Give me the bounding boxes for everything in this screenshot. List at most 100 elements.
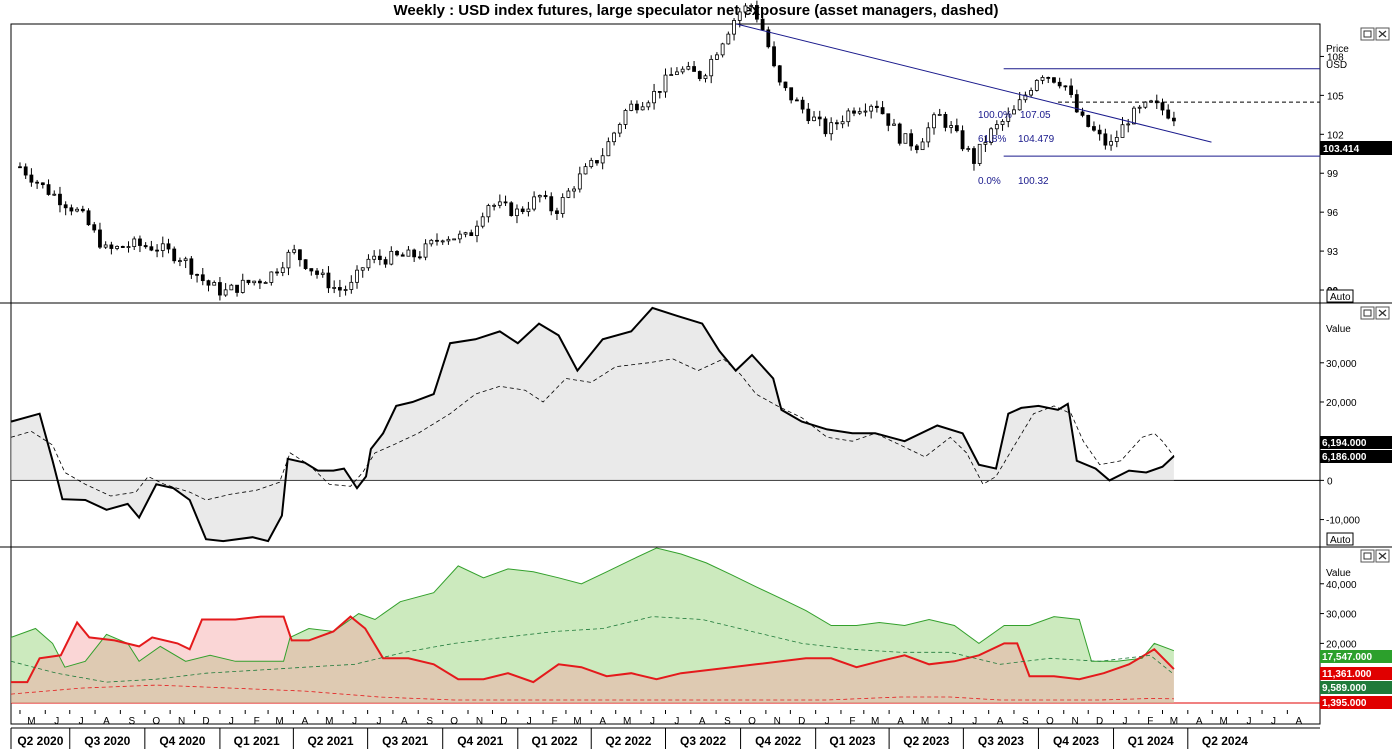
restore-icon[interactable] <box>1360 549 1375 563</box>
close-icon[interactable] <box>1375 27 1390 41</box>
candle-body <box>1006 113 1011 122</box>
fib-0-value: 100.32 <box>1018 176 1049 187</box>
month-tick-label: A <box>897 716 904 727</box>
candle-body <box>960 130 965 150</box>
candle-body <box>686 66 691 70</box>
candle-body <box>160 243 165 251</box>
quarter-label: Q2 2020 <box>17 734 63 748</box>
candle-body <box>417 256 422 259</box>
candle-body <box>469 232 474 237</box>
short-badge-text: 11,361.000 <box>1322 669 1372 680</box>
candle-body <box>103 244 108 248</box>
candle-body <box>972 148 976 164</box>
candle-body <box>909 133 914 147</box>
restore-icon[interactable] <box>1360 306 1375 320</box>
month-tick-label: F <box>1147 716 1153 727</box>
month-tick-label: A <box>1295 716 1302 727</box>
month-tick-label: J <box>948 716 953 727</box>
fib-618-value: 104.479 <box>1018 134 1055 145</box>
fibonacci-group <box>1003 68 1320 157</box>
candle-body <box>46 184 51 195</box>
plot-frame <box>10 23 1321 725</box>
candle-body <box>35 181 40 184</box>
candle-body <box>720 43 725 56</box>
price-axis-ticks: 10810510299969390 <box>1320 52 1344 297</box>
mid-auto-scale-label: Auto <box>1330 535 1351 546</box>
candle-body <box>258 280 262 284</box>
candle-body <box>372 255 377 260</box>
candle-body <box>646 102 651 108</box>
candle-body <box>760 18 765 31</box>
month-tick-label: D <box>202 716 209 727</box>
candle-body <box>663 74 668 93</box>
candle-body <box>600 155 605 164</box>
mid-tick-label: -10,000 <box>1326 516 1360 527</box>
candle-body <box>29 174 34 183</box>
month-tick-label: A <box>301 716 308 727</box>
candle-body <box>1132 107 1136 125</box>
candle-body <box>1086 114 1091 127</box>
month-tick-label: J <box>352 716 357 727</box>
candle-body <box>520 208 525 213</box>
month-tick-label: J <box>79 716 84 727</box>
restore-icon[interactable] <box>1360 27 1375 41</box>
month-tick-label: M <box>1220 716 1228 727</box>
price-tick-label: 93 <box>1327 247 1339 258</box>
candle-body <box>183 258 188 262</box>
bottom-tick-label: 30,000 <box>1326 610 1357 621</box>
month-tick-label: M <box>325 716 333 727</box>
candle-body <box>389 250 394 265</box>
candle-body <box>223 289 228 296</box>
fib-618-label: 61.8% <box>978 134 1006 145</box>
candle-body <box>480 216 485 227</box>
candle-body <box>18 166 22 169</box>
net-line <box>10 306 1175 543</box>
candle-body <box>240 279 245 293</box>
close-icon[interactable] <box>1375 306 1390 320</box>
candle-body <box>286 251 291 269</box>
close-icon[interactable] <box>1375 549 1390 563</box>
candle-body <box>292 249 297 253</box>
candle-body <box>1012 109 1016 115</box>
candle-body <box>320 272 325 275</box>
bottom-tick-label: 20,000 <box>1326 639 1357 650</box>
candle-body <box>1097 129 1102 135</box>
candle-body <box>246 279 251 284</box>
candle-body <box>617 124 622 134</box>
candle-body <box>852 110 856 114</box>
net-badge <box>1320 436 1392 449</box>
auto-scale-button[interactable] <box>1326 289 1354 303</box>
candle-body <box>457 233 462 240</box>
candle-body <box>1109 141 1113 146</box>
price-tick-label: 102 <box>1327 130 1344 141</box>
candle-body <box>497 201 502 206</box>
candle-body <box>395 250 399 256</box>
chart-title: Weekly : USD index futures, large specul… <box>393 2 999 19</box>
month-tick-label: N <box>1072 716 1079 727</box>
quarter-label: Q3 2023 <box>978 734 1024 748</box>
candle-body <box>280 267 285 274</box>
quarter-label: Q2 2024 <box>1202 734 1248 748</box>
candle-body <box>994 124 999 130</box>
bottom-axis-ticks: 40,000 30,000 20,000 <box>1320 580 1357 650</box>
candle-body <box>138 238 142 246</box>
candle-body <box>549 196 554 212</box>
candle-body <box>903 133 908 144</box>
candle-body <box>1034 79 1039 91</box>
candle-body <box>366 258 371 269</box>
candle-body <box>435 239 439 242</box>
mid-auto-scale-button[interactable] <box>1326 532 1354 546</box>
current-price-text: 103.414 <box>1323 144 1360 155</box>
candle-body <box>360 267 365 271</box>
candle-body <box>943 114 948 128</box>
candle-body <box>537 195 542 198</box>
am-long-line <box>10 616 1175 683</box>
candle-body <box>189 258 194 275</box>
month-tick-label: N <box>774 716 781 727</box>
month-tick-label: D <box>798 716 805 727</box>
candle-body <box>172 248 177 262</box>
candle-body <box>577 173 582 190</box>
candle-body <box>86 210 91 226</box>
trendline <box>736 23 1212 143</box>
